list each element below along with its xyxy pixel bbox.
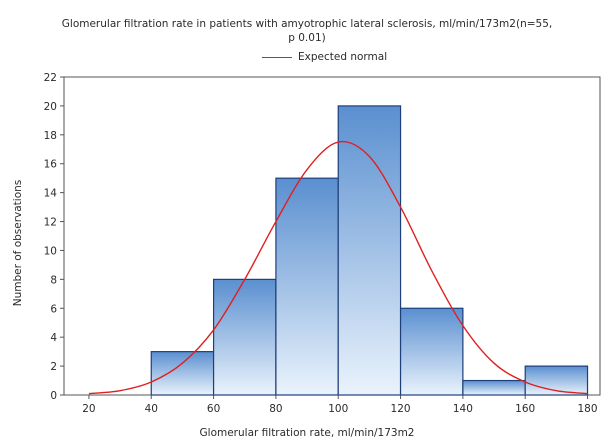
x-tick-label-120: 120 (391, 403, 411, 415)
legend-swatch-expected-normal (262, 56, 292, 58)
x-tick-label-60: 60 (207, 403, 220, 415)
y-tick-label-20: 20 (44, 101, 57, 113)
y-tick-label-6: 6 (50, 303, 57, 315)
x-tick-label-20: 20 (82, 403, 95, 415)
y-tick-label-18: 18 (44, 130, 57, 142)
legend-label-expected-normal: Expected normal (298, 51, 388, 63)
y-tick-label-4: 4 (50, 332, 57, 344)
y-tick-label-12: 12 (44, 217, 57, 229)
expected-normal-curve (88, 140, 588, 395)
histogram-bar-140-160 (462, 379, 526, 396)
y-tick-label-16: 16 (44, 159, 58, 171)
histogram-bar-120-140 (399, 307, 464, 396)
y-axis-label: Number of observations (12, 179, 24, 307)
histogram-bar-80-100 (275, 177, 339, 396)
histogram-bar-60-80 (212, 278, 277, 396)
y-axis: 0 2 4 6 8 10 12 14 16 18 20 22 (44, 72, 64, 402)
x-tick-label-40: 40 (145, 403, 158, 415)
curve-layer (88, 140, 588, 395)
chart-title-line-2: p 0.01) (288, 32, 326, 44)
x-tick-label-100: 100 (328, 403, 348, 415)
x-axis-label: Glomerular filtration rate, ml/min/173m2 (199, 427, 415, 439)
x-tick-label-160: 160 (515, 403, 535, 415)
chart-title-line-1: Glomerular filtration rate in patients w… (61, 18, 553, 30)
y-tick-label-0: 0 (50, 390, 57, 402)
chart-legend: Expected normal (262, 51, 387, 63)
x-axis: 20 40 60 80 100 120 140 160 180 (82, 395, 598, 415)
x-tick-label-140: 140 (453, 403, 473, 415)
x-tick-label-180: 180 (578, 403, 598, 415)
y-tick-label-22: 22 (44, 72, 57, 84)
histogram-bar-100-120 (337, 105, 402, 396)
y-tick-label-8: 8 (50, 274, 57, 286)
y-tick-label-14: 14 (44, 188, 58, 200)
histogram-bar-40-60 (150, 351, 215, 396)
y-tick-label-2: 2 (50, 361, 57, 373)
x-tick-label-80: 80 (269, 403, 282, 415)
y-tick-label-10: 10 (44, 245, 57, 257)
bars-layer (150, 105, 589, 396)
